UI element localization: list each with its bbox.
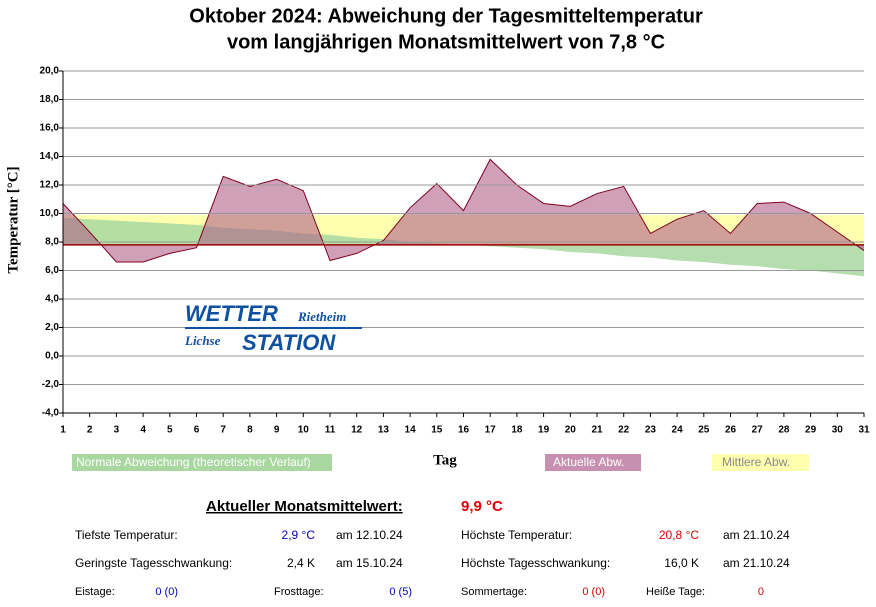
stat-value: 2,4 K (287, 556, 315, 570)
x-tick-label: 12 (351, 425, 363, 436)
x-tick-label: 13 (378, 425, 390, 436)
x-tick-label: 28 (778, 425, 790, 436)
x-tick-label: 21 (591, 425, 603, 436)
stat-value: 20,8 °C (659, 528, 699, 542)
stat-label: Heiße Tage: (646, 586, 705, 598)
y-tick-label: 14,0 (40, 151, 60, 162)
chart-title: Oktober 2024: Abweichung der Tagesmittel… (189, 5, 703, 27)
logo: WETTER Rietheim Lichse STATION (184, 301, 362, 355)
legend-label: Aktuelle Abw. (553, 455, 624, 469)
stat-date: am 21.10.24 (723, 528, 790, 542)
stat-label: Geringste Tagesschwankung: (75, 556, 232, 570)
x-tick-label: 4 (140, 425, 146, 436)
logo-text: WETTER (185, 301, 278, 326)
y-tick-label: 10,0 (40, 208, 60, 219)
logo-line (185, 327, 362, 329)
legend-swatch (72, 454, 332, 471)
x-tick-label: 31 (858, 425, 870, 436)
stat-label: Tiefste Temperatur: (75, 528, 178, 542)
x-tick-label: 25 (698, 425, 710, 436)
x-tick-label: 3 (114, 425, 120, 436)
chart-subtitle: vom langjährigen Monatsmittelwert von 7,… (227, 31, 665, 53)
x-tick-label: 26 (725, 425, 737, 436)
x-tick-label: 19 (538, 425, 550, 436)
y-tick-label: 6,0 (45, 265, 59, 276)
stat-value: 16,0 K (664, 556, 699, 570)
y-tick-label: 2,0 (45, 322, 59, 333)
legend-label: Normale Abweichung (theoretischer Verlau… (76, 455, 311, 469)
plot: -4,0 -2,0 0,0 2,0 4,0 6,0 8,0 10,0 12,0 14,0 16,0 1… (40, 66, 870, 436)
x-tick-label: 5 (167, 425, 173, 436)
x-tick-label: 24 (672, 425, 684, 436)
x-tick-label: 22 (618, 425, 630, 436)
y-tick-label: 0,0 (45, 351, 59, 362)
stat-label: Sommertage: (461, 586, 527, 598)
y-tick-label: 18,0 (40, 94, 60, 105)
x-tick-label: 27 (752, 425, 764, 436)
x-tick-label: 29 (805, 425, 817, 436)
y-tick-label: 20,0 (40, 66, 60, 77)
y-axis-label: Temperatur [°C] (5, 166, 21, 273)
x-tick-label: 14 (405, 425, 417, 436)
y-tick-label: 12,0 (40, 180, 60, 191)
x-tick-label: 10 (298, 425, 310, 436)
line (62, 158, 865, 263)
y-tick-label: -4,0 (42, 408, 60, 419)
stat-date: am 21.10.24 (723, 556, 790, 570)
logo-text: Rietheim (297, 309, 346, 324)
y-tick-label: 8,0 (45, 237, 59, 248)
x-tick-label: 18 (511, 425, 523, 436)
stat-value: 0 (0) (582, 586, 605, 598)
legend-label: Mittlere Abw. (722, 455, 790, 469)
y-tick-label: 4,0 (45, 294, 59, 305)
stat-label: Höchste Tagesschwankung: (461, 556, 610, 570)
x-tick-label: 11 (325, 425, 336, 436)
stat-label: Eistage: (75, 586, 115, 598)
stat-value: 2,9 °C (282, 528, 316, 542)
x-tick-label: 20 (565, 425, 577, 436)
x-tick-label: 1 (60, 425, 66, 436)
x-tick-label: 15 (431, 425, 443, 436)
stats-heading: Aktueller Monatsmittelwert: (206, 498, 403, 515)
legend-swatch (545, 454, 641, 471)
x-tick-label: 2 (87, 425, 93, 436)
x-tick-label: 16 (458, 425, 470, 436)
logo-text: STATION (242, 330, 336, 355)
x-tick-label: 9 (274, 425, 280, 436)
x-tick-label: 17 (485, 425, 497, 436)
y-tick-label: -2,0 (42, 379, 60, 390)
stat-value: 0 (758, 586, 764, 598)
stats-heading-value: 9,9 °C (461, 498, 503, 515)
x-tick-label: 23 (645, 425, 657, 436)
stat-value: 0 (5) (389, 586, 412, 598)
x-tick-label: 8 (247, 425, 253, 436)
logo-text: Lichse (184, 333, 221, 348)
x-tick-label: 6 (194, 425, 200, 436)
x-tick-label: 30 (832, 425, 844, 436)
y-tick-label: 16,0 (40, 123, 60, 134)
stat-label: Höchste Temperatur: (461, 528, 572, 542)
legend-swatch (712, 454, 809, 471)
stat-value: 0 (0) (155, 586, 178, 598)
x-axis-label: Tag (433, 452, 457, 468)
stat-date: am 12.10.24 (336, 528, 403, 542)
x-tick-label: 7 (220, 425, 226, 436)
stat-date: am 15.10.24 (336, 556, 403, 570)
stat-label: Frosttage: (274, 586, 324, 598)
